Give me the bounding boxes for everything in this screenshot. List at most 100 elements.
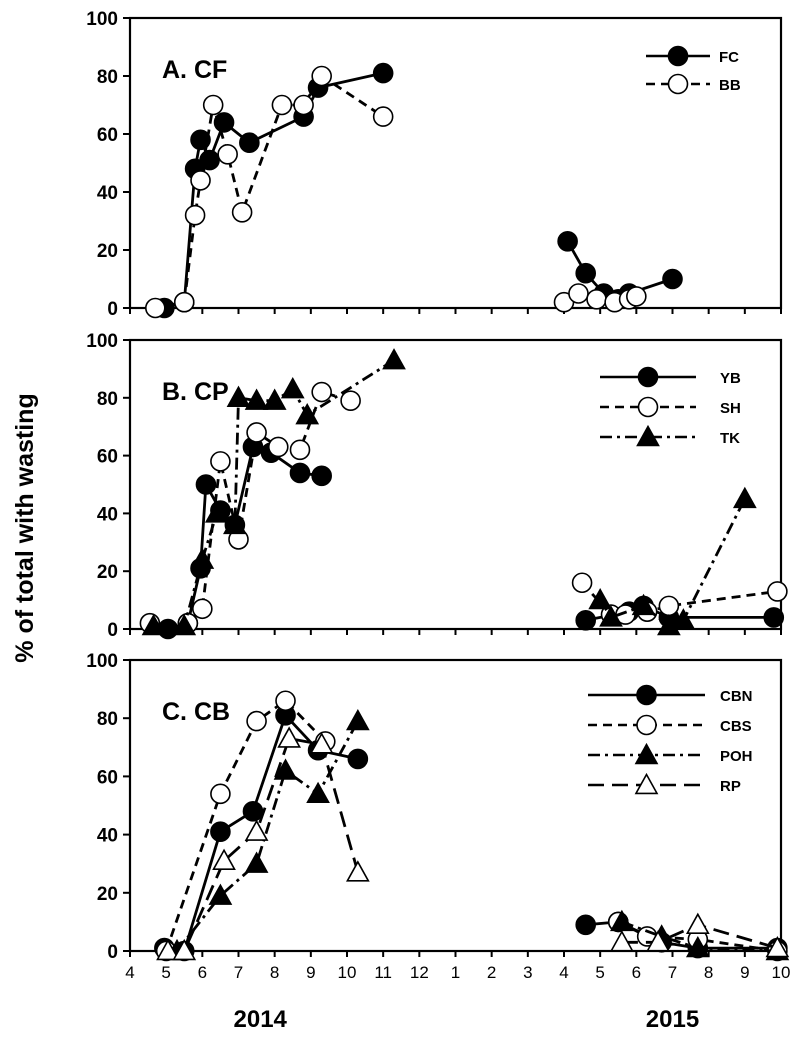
data-point: [767, 581, 788, 602]
data-point: [685, 912, 710, 935]
data-point: [568, 283, 589, 304]
legend-panel-3: CBN CBS POH RP: [588, 684, 753, 795]
legend-label: SH: [720, 400, 741, 417]
panel-3-series: [154, 690, 790, 962]
legend-marker: [637, 396, 659, 418]
panel-title: C. CB: [162, 698, 230, 726]
y-tick-label: 0: [107, 299, 118, 320]
data-point: [199, 149, 220, 171]
legend-label: YB: [720, 370, 741, 387]
data-point: [586, 288, 607, 310]
data-point: [242, 801, 264, 822]
legend-label: POH: [720, 748, 753, 765]
panel-title: A. CF: [162, 56, 227, 84]
data-point: [267, 436, 289, 458]
data-point: [210, 451, 231, 472]
data-point: [271, 94, 293, 116]
data-point: [273, 758, 298, 780]
y-tick-label: 0: [107, 942, 118, 963]
series-line: [617, 920, 778, 953]
legend-marker: [634, 772, 659, 795]
data-point: [658, 595, 680, 617]
x-tick-label: 2: [487, 963, 496, 982]
x-tick-label: 6: [632, 963, 641, 982]
data-point: [223, 512, 247, 535]
data-point: [156, 938, 180, 961]
data-point: [210, 821, 231, 842]
x-tick-label: 1: [451, 963, 460, 982]
data-point: [599, 605, 623, 627]
data-point: [646, 930, 670, 952]
panel-1: 0 20 40 60 80 100 A. CF: [86, 9, 783, 320]
data-point: [226, 385, 251, 408]
series-SH: [139, 381, 788, 634]
series-FC: [154, 62, 683, 319]
x-tick-label: 9: [306, 963, 315, 982]
series-BB: [145, 65, 647, 319]
panel-3: 0 20 40 60 80 100 C. CB: [86, 651, 783, 963]
legend-marker: [637, 366, 659, 388]
data-point: [295, 402, 320, 425]
legend-label: BB: [719, 77, 741, 94]
data-point: [571, 572, 593, 594]
data-point: [575, 610, 597, 631]
data-point: [195, 474, 217, 495]
panel-title: B. CP: [162, 378, 229, 406]
data-point: [557, 231, 578, 252]
data-point: [212, 848, 236, 870]
y-tick-label: 0: [107, 620, 118, 641]
series-YB: [157, 436, 785, 640]
data-point: [345, 708, 370, 731]
data-point: [372, 106, 394, 127]
data-point: [262, 388, 287, 410]
x-tick-label: 8: [270, 963, 279, 982]
data-point: [765, 935, 790, 958]
data-point: [277, 726, 301, 748]
x-tick-label: 8: [704, 963, 713, 982]
y-tick-label: 60: [97, 447, 118, 468]
series-CBS: [155, 690, 788, 962]
series-RP: [156, 726, 790, 961]
y-tick-label: 40: [97, 504, 118, 525]
y-tick-label: 100: [86, 331, 118, 352]
data-point: [732, 486, 757, 509]
data-point: [173, 291, 195, 313]
x-tick-label: 5: [161, 963, 170, 982]
legend-label: FC: [719, 49, 739, 66]
data-point: [172, 613, 197, 636]
data-point: [246, 422, 267, 443]
data-point: [244, 819, 269, 841]
x-tick-label: 7: [234, 963, 243, 982]
data-point: [309, 732, 334, 754]
y-tick-label: 60: [97, 767, 118, 788]
y-tick-label: 100: [86, 9, 118, 30]
y-tick-label: 60: [97, 125, 118, 146]
data-point: [347, 748, 369, 770]
data-point: [311, 65, 332, 87]
x-tick-label: 10: [338, 963, 357, 982]
data-point: [382, 348, 406, 370]
data-point: [280, 376, 305, 399]
data-point: [246, 710, 267, 732]
x-tick-label: 3: [523, 963, 532, 982]
data-point: [190, 170, 211, 191]
legend-marker: [636, 684, 657, 706]
data-point: [275, 690, 296, 712]
data-point: [184, 204, 206, 226]
data-point: [244, 851, 269, 873]
data-point: [306, 781, 330, 804]
legend-marker: [667, 73, 689, 95]
y-tick-label: 40: [97, 183, 118, 204]
x-tick-label: 6: [198, 963, 207, 982]
x-tick-label: 12: [410, 963, 429, 982]
data-point: [575, 914, 597, 936]
data-point: [293, 94, 314, 116]
data-point: [340, 390, 361, 411]
x-tick-label: 5: [595, 963, 604, 982]
data-point: [217, 144, 238, 165]
data-point: [575, 262, 597, 284]
data-point: [311, 465, 332, 487]
data-point: [662, 268, 683, 290]
series-layer: [139, 62, 790, 962]
